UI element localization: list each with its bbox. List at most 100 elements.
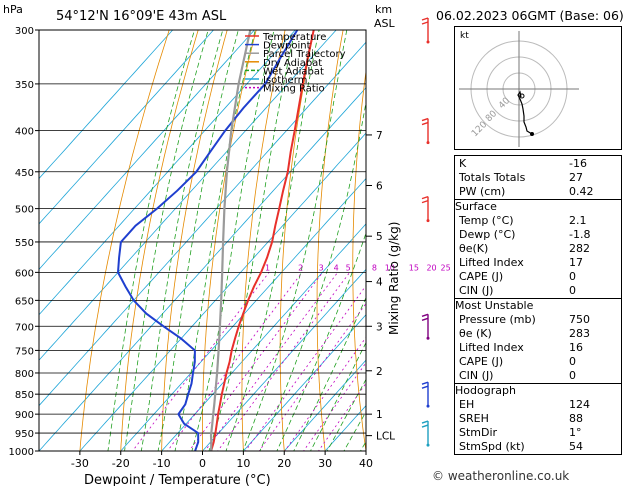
mixing-ratio-line [303,362,366,451]
pressure-unit-label: hPa [3,3,23,16]
pressure-tick-label: 700 [15,322,34,333]
legend-label: Dry Adiabat [263,58,322,69]
dry-adiabat-line [79,30,170,451]
indices-label: Temp (°C) [459,214,514,227]
indices-value: 88 [569,412,583,425]
indices-label: θe(K) [459,242,489,255]
temperature-tick-label: 10 [236,457,250,470]
indices-row: CIN (J) 0 [455,369,621,383]
indices-row: Dewp (°C) -1.8 [455,228,621,242]
surface-title: Surface [455,200,497,213]
wet-adiabat-line [107,30,195,451]
hodograph-unit-label: kt [460,31,469,41]
indices-row: Temp (°C) 2.1 [455,214,621,228]
wet-adiabat-line [242,30,348,451]
copyright-footer: © weatheronline.co.uk [432,469,570,483]
isotherm-line [120,177,366,451]
indices-label: SREH [459,412,489,425]
series-line-parcel-trajectory [209,30,252,451]
temperature-tick-label: 20 [277,457,291,470]
isotherm-line [39,30,296,316]
mixing-ratio-line [131,272,270,451]
km-label: km [375,3,392,16]
isotherm-line [283,359,366,451]
location-label: 54°12'N 16°09'E 43m ASL [56,9,227,24]
mixing-ratio-line [284,336,366,451]
pressure-tick-label: 950 [15,429,34,440]
wind-barb [421,313,430,340]
wind-barb-dot [426,336,430,340]
wind-barb-dot [426,219,430,223]
altitude-tick-label: 1 [376,409,383,421]
pressure-tick-label: 650 [15,296,34,307]
pressure-tick-label: 600 [15,268,34,279]
indices-row: StmSpd (kt) 54 [455,440,621,454]
temperature-tick-label: -10 [153,457,171,470]
wind-barb [421,117,430,145]
pressure-tick-label: 400 [15,127,34,138]
mixing-ratio-label: 8 [372,263,377,272]
indices-value: 124 [569,398,590,411]
wind-barb [421,17,430,44]
wind-barb-flag [421,385,429,389]
mixing-ratio-label: 5 [346,263,351,272]
temperature-tick-label: -20 [112,457,130,470]
legend-label: Wet Adiabat [263,66,324,77]
pressure-tick-label: 450 [15,168,34,179]
wet-adiabat-line [310,341,366,451]
isotherm-line [39,41,366,407]
isotherm-line [39,87,366,451]
wind-barb-flag [421,381,429,385]
indices-row: SREH 88 [455,412,621,426]
indices-label: CAPE (J) [459,270,504,283]
indices-value: 750 [569,313,590,326]
indices-value: 54 [569,440,583,453]
wet-adiabat-line [225,30,320,451]
wind-barb-flag [421,121,429,126]
altitude-tick-label: 7 [376,130,383,142]
legend-label: Dewpoint [263,41,311,52]
mixing-ratio-line [188,272,323,451]
mixing-ratio-label: 15 [409,263,419,272]
storm-motion-marker [519,93,525,99]
pressure-tick-label: 900 [15,410,34,421]
indices-label: CAPE (J) [459,355,504,368]
mixing-ratio-line [166,272,303,451]
forecast-datetime: 06.02.2023 06GMT (Base: 06) [436,8,624,23]
x-axis-title: Dewpoint / Temperature (°C) [84,473,271,486]
indices-value: 283 [569,327,590,340]
indices-table: K -16 Totals Totals 27 PW (cm) 0.42 Surface T… [454,155,622,455]
hodograph-end-dot [530,132,534,136]
isotherm-line [161,223,366,451]
wet-adiabat-line [276,231,366,451]
wet-adiabat-line [157,30,239,451]
mixing-ratio-label: 1 [265,263,270,272]
mixing-ratio-line [318,382,366,451]
indices-row: Totals Totals 27 [455,171,621,185]
indices-value: 16 [569,341,583,354]
altitude-tick-label: 2 [376,366,383,378]
wet-adiabat-line [259,100,366,451]
legend-label: Temperature [262,32,326,43]
indices-label: Totals Totals [459,171,526,184]
wind-barb [421,381,430,408]
altitude-tick-label: 4 [376,277,383,289]
indices-label: Lifted Index [459,341,524,354]
wet-adiabat-line [326,378,366,451]
isotherm-line [324,405,366,451]
altitude-tick-label: 6 [376,180,383,192]
series-line-temperature [210,30,315,451]
isotherm-line [242,314,366,451]
indices-value: -16 [569,157,587,170]
mixing-ratio-line [217,272,351,451]
wet-adiabat-line [343,410,366,451]
indices-value: 0.42 [569,185,594,198]
temperature-tick-label: 30 [318,457,332,470]
wet-adiabat-line [191,30,275,451]
indices-label: K [459,157,467,170]
wind-barb-dot [426,443,430,447]
mixing-ratio-label: 2 [298,263,303,272]
legend-label: Parcel Trajectory [263,49,346,60]
indices-row: CAPE (J) 0 [455,355,621,369]
indices-row: PW (cm) 0.42 [455,185,621,199]
